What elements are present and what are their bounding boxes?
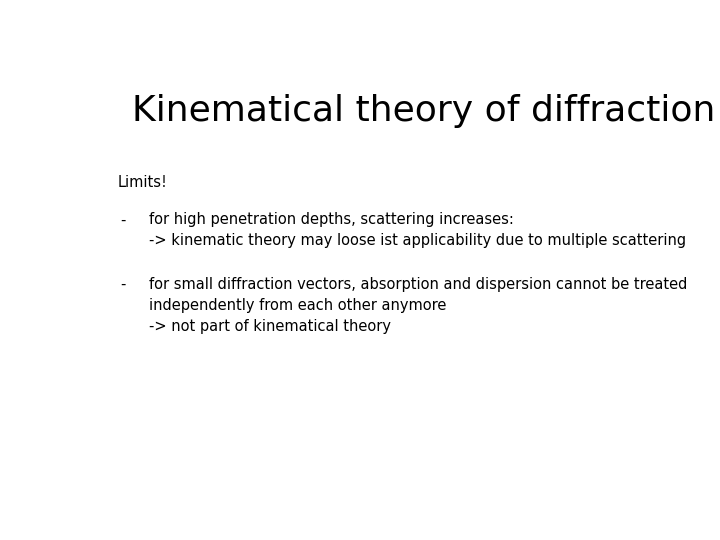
Text: -: -: [121, 212, 126, 227]
Text: Limits!: Limits!: [118, 175, 168, 190]
Text: -: -: [121, 277, 126, 292]
Text: for small diffraction vectors, absorption and dispersion cannot be treated
indep: for small diffraction vectors, absorptio…: [148, 277, 687, 334]
Text: Kinematical theory of diffraction: Kinematical theory of diffraction: [132, 94, 715, 128]
Text: for high penetration depths, scattering increases:
-> kinematic theory may loose: for high penetration depths, scattering …: [148, 212, 685, 248]
